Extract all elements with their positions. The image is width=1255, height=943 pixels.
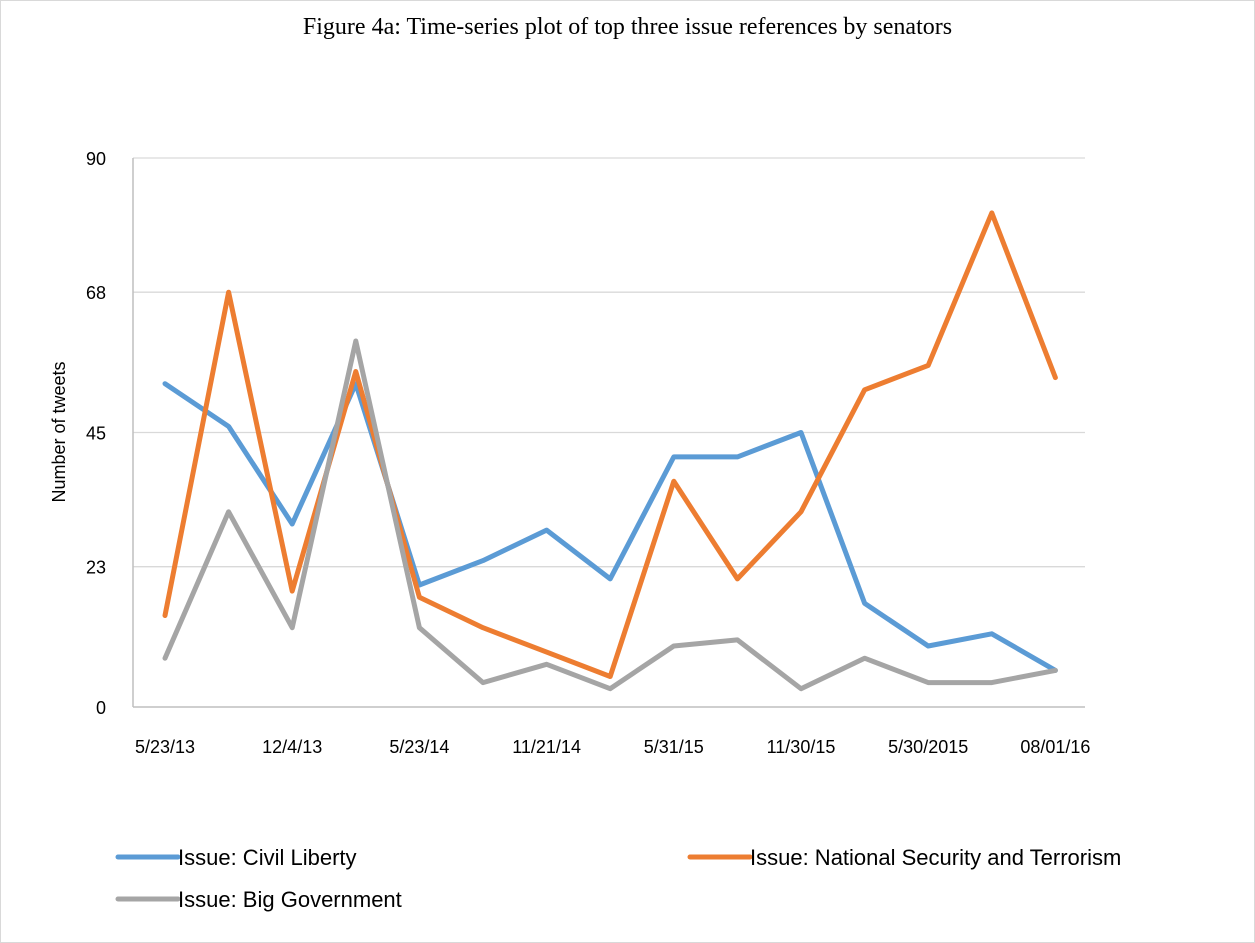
x-tick-label: 5/23/13 bbox=[135, 737, 195, 757]
gridlines bbox=[133, 157, 1085, 568]
series-line-2 bbox=[162, 210, 1058, 679]
y-tick-labels: 0 23 45 68 90 bbox=[86, 149, 106, 718]
y-tick-label: 0 bbox=[96, 698, 106, 718]
series-line-3 bbox=[162, 338, 1058, 692]
legend-label: Issue: Big Government bbox=[178, 887, 402, 912]
x-tick-label: 12/4/13 bbox=[262, 737, 322, 757]
legend-label: Issue: Civil Liberty bbox=[178, 845, 357, 870]
x-tick-label: 5/30/2015 bbox=[888, 737, 968, 757]
x-tick-label: 11/21/14 bbox=[512, 737, 581, 757]
y-tick-label: 23 bbox=[86, 558, 106, 578]
y-tick-label: 45 bbox=[86, 424, 106, 444]
x-tick-labels: 5/23/13 12/4/13 5/23/14 11/21/14 5/31/15 11/3… bbox=[135, 737, 1090, 757]
x-tick-label: 5/23/14 bbox=[389, 737, 449, 757]
axes bbox=[132, 158, 1085, 708]
x-tick-label: 08/01/16 bbox=[1020, 737, 1090, 757]
series-line-1 bbox=[162, 381, 1058, 673]
x-tick-label: 5/31/15 bbox=[644, 737, 704, 757]
x-tick-label: 11/30/15 bbox=[767, 737, 836, 757]
y-axis-label: Number of tweets bbox=[49, 361, 69, 502]
y-tick-label: 90 bbox=[86, 149, 106, 169]
y-tick-label: 68 bbox=[86, 283, 106, 303]
series-lines bbox=[162, 210, 1058, 692]
legend-label: Issue: National Security and Terrorism bbox=[750, 845, 1121, 870]
figure-caption: Figure 4a: Time-series plot of top three… bbox=[302, 14, 953, 40]
legend: Issue: Civil Liberty Issue: National Secu… bbox=[115, 845, 1121, 912]
